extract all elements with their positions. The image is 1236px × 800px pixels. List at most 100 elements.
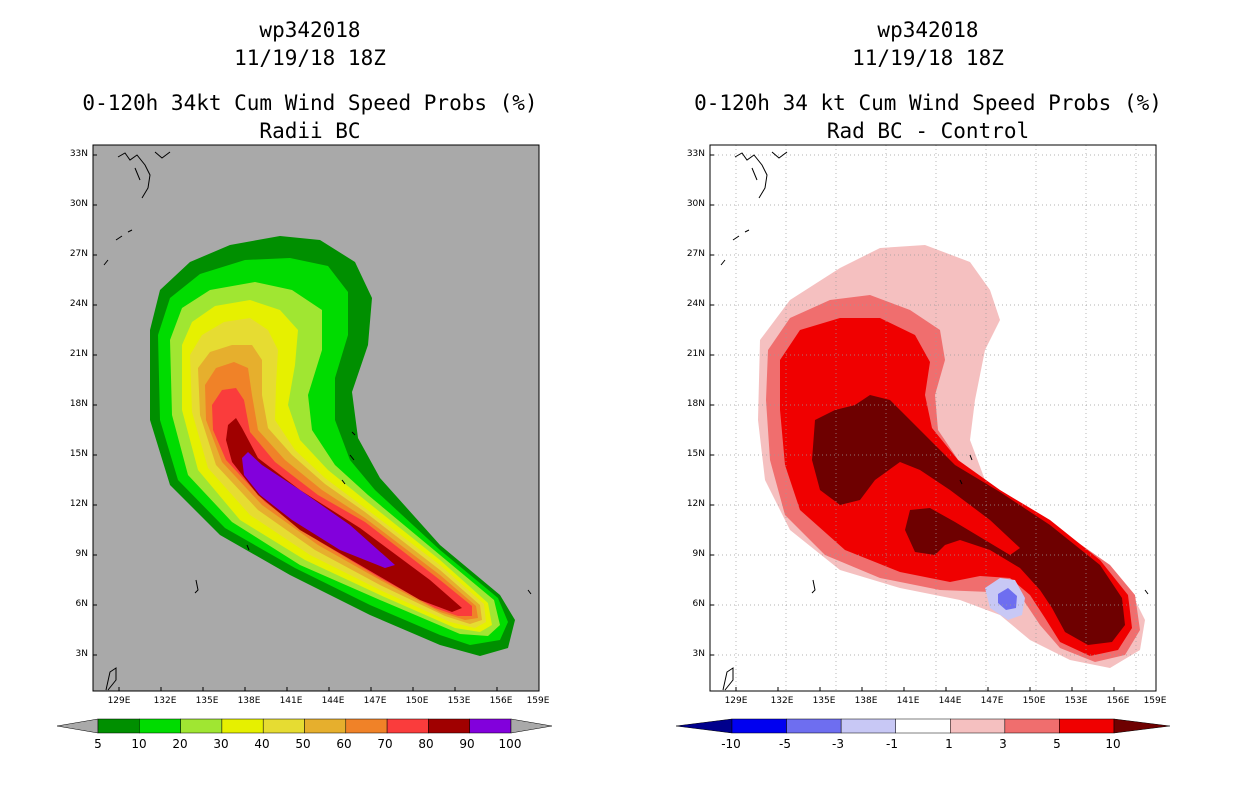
left-lon-label: 141E (279, 696, 303, 706)
right-lon-label: 159E (1143, 696, 1167, 706)
right-lon-label: 138E (854, 696, 878, 706)
right-lat-label: 3N (692, 649, 705, 659)
right-colorbar-label: 5 (1053, 737, 1061, 751)
left-colorbar-label: 80 (418, 737, 434, 751)
left-lon-label: 138E (237, 696, 261, 706)
left-prob-80 (226, 418, 462, 612)
right-lon-label: 147E (980, 696, 1004, 706)
left-lat-label: 33N (69, 149, 88, 159)
right-lat-label: 21N (686, 349, 705, 359)
right-diff-gt-10 (812, 395, 1125, 645)
right-lat-label: 33N (686, 149, 705, 159)
right-map-frame (709, 144, 1157, 692)
left-datetime: 11/19/18 18Z (234, 46, 386, 70)
right-lat-label: 9N (692, 549, 705, 559)
left-colorbar-swatch (180, 718, 223, 734)
right-lon-label: 150E (1022, 696, 1046, 706)
right-colorbar-label: -10 (721, 737, 741, 751)
right-lat-label: 12N (686, 499, 705, 509)
left-colorbar-label: 70 (377, 737, 393, 751)
left-lon-label: 132E (153, 696, 177, 706)
left-lat-label: 15N (69, 449, 88, 459)
left-lat-label: 9N (75, 549, 88, 559)
right-lon-label: 129E (724, 696, 748, 706)
left-prob-70 (212, 388, 472, 616)
left-colorbar-label: 5 (94, 737, 102, 751)
left-lat-label: 24N (69, 299, 88, 309)
left-prob-60 (205, 362, 478, 620)
right-colorbar-under-arrow (675, 718, 733, 734)
left-colorbar-swatch (345, 718, 388, 734)
right-diff-neg-3 (998, 588, 1017, 610)
left-colorbar-label: 100 (498, 737, 522, 751)
left-lon-label: 129E (107, 696, 131, 706)
left-lon-label: 144E (321, 696, 345, 706)
right-lon-label: 132E (770, 696, 794, 706)
left-colorbar-label: 60 (336, 737, 352, 751)
right-colorbar-label: -3 (832, 737, 844, 751)
left-lat-label: 3N (75, 649, 88, 659)
right-colorbar-over-arrow (1113, 718, 1171, 734)
left-colorbar-swatch (221, 718, 264, 734)
right-coastlines (720, 151, 1149, 691)
right-colorbar-swatch (786, 718, 842, 734)
right-colorbar-swatch (950, 718, 1006, 734)
right-lat-label: 24N (686, 299, 705, 309)
right-colorbar-label: 10 (1105, 737, 1121, 751)
right-subtitle: Rad BC - Control (826, 119, 1030, 143)
left-map-panel (93, 145, 539, 691)
left-storm-id: wp342018 (259, 18, 361, 42)
right-colorbar-swatch (840, 718, 896, 734)
right-grid (710, 145, 1156, 691)
left-colorbar-label: 50 (295, 737, 311, 751)
left-colorbar-over-arrow (510, 718, 553, 734)
right-lon-label: 144E (938, 696, 962, 706)
left-lon-label: 156E (489, 696, 513, 706)
left-map-frame (92, 144, 540, 692)
right-map-panel (710, 145, 1156, 691)
left-lon-label: 159E (526, 696, 550, 706)
left-lon-label: 135E (195, 696, 219, 706)
right-lon-label: 153E (1064, 696, 1088, 706)
left-colorbar-swatch (386, 718, 429, 734)
left-tick-marks (93, 154, 540, 691)
right-colorbar-swatch (1059, 718, 1115, 734)
right-lat-label: 6N (692, 599, 705, 609)
left-lon-label: 150E (405, 696, 429, 706)
right-tick-marks (710, 154, 1157, 691)
left-lat-label: 12N (69, 499, 88, 509)
left-lat-label: 30N (69, 199, 88, 209)
left-colorbar-swatch (428, 718, 470, 734)
right-product-title: 0-120h 34 kt Cum Wind Speed Probs (%) (694, 91, 1162, 115)
right-lat-label: 15N (686, 449, 705, 459)
left-colorbar-label: 40 (254, 737, 270, 751)
right-storm-id: wp342018 (877, 18, 979, 42)
right-colorbar-label: -5 (779, 737, 791, 751)
right-lat-label: 18N (686, 399, 705, 409)
right-colorbar (675, 718, 1171, 734)
left-lat-label: 18N (69, 399, 88, 409)
left-colorbar-swatch (304, 718, 347, 734)
left-colorbar-swatch (262, 718, 305, 734)
left-lon-label: 153E (447, 696, 471, 706)
right-colorbar-label: 1 (945, 737, 953, 751)
right-lon-label: 156E (1106, 696, 1130, 706)
right-lat-label: 30N (686, 199, 705, 209)
left-colorbar-swatch (139, 718, 181, 734)
right-lat-label: 27N (686, 249, 705, 259)
left-prob-90 (242, 452, 395, 568)
left-colorbar-swatch (97, 718, 140, 734)
left-colorbar-label: 20 (172, 737, 188, 751)
right-lon-label: 141E (896, 696, 920, 706)
right-colorbar-swatch (895, 718, 951, 734)
left-colorbar (56, 718, 553, 734)
left-product-title: 0-120h 34kt Cum Wind Speed Probs (%) (82, 91, 538, 115)
left-lat-label: 27N (69, 249, 88, 259)
left-lat-label: 21N (69, 349, 88, 359)
right-colorbar-swatch (731, 718, 787, 734)
left-coastlines (103, 151, 532, 691)
left-colorbar-label: 90 (459, 737, 475, 751)
right-colorbar-swatch (1004, 718, 1060, 734)
left-colorbar-label: 10 (131, 737, 147, 751)
